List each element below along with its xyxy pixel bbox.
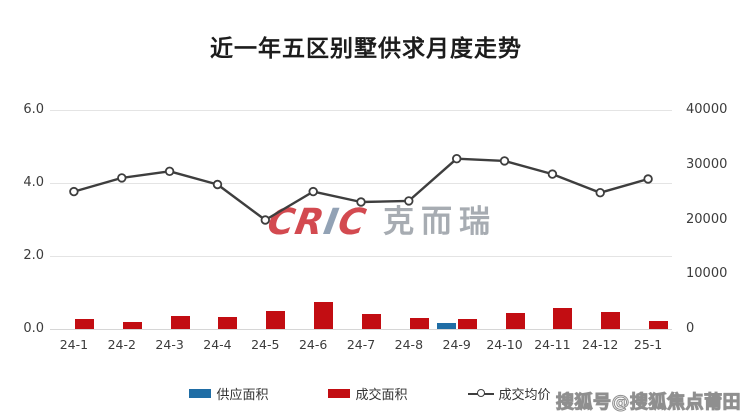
cric-chinese-text: 克而瑞 — [383, 204, 498, 240]
cric-logo-part: C — [335, 202, 370, 243]
x-axis-label: 24-2 — [107, 337, 136, 352]
legend: 供应面积 成交面积 成交均价 — [0, 384, 740, 403]
x-axis-label: 24-9 — [442, 337, 471, 352]
cric-watermark: CRIC 克而瑞 — [264, 202, 498, 243]
price-line-swatch-dot — [476, 389, 485, 397]
deal-swatch-icon — [328, 389, 351, 398]
x-axis-label: 24-10 — [486, 337, 523, 352]
right-axis-tick: 20000 — [686, 211, 728, 227]
price-line-swatch-icon — [467, 389, 494, 398]
legend-label-price: 成交均价 — [498, 388, 551, 403]
deal-bar-24-3 — [170, 315, 190, 329]
deal-bar-24-2 — [122, 322, 142, 329]
x-axis-label: 24-7 — [346, 337, 376, 352]
x-axis-label: 24-1 — [59, 337, 89, 352]
deal-bar-24-8 — [409, 318, 429, 329]
gridline — [50, 328, 672, 330]
left-axis-tick: 6.0 — [23, 102, 44, 117]
gridline — [50, 255, 672, 257]
price-point-24-6 — [308, 186, 318, 197]
price-point-24-12 — [595, 187, 605, 198]
legend-label-deal: 成交面积 — [355, 388, 408, 403]
deal-bar-24-10 — [505, 312, 525, 329]
deal-bar-24-4 — [218, 316, 238, 329]
deal-bar-24-9 — [457, 319, 477, 329]
right-axis-tick: 0 — [686, 321, 695, 336]
right-axis-tick: 30000 — [686, 156, 728, 172]
deal-bar-24-7 — [362, 314, 381, 329]
left-axis-tick: 0.0 — [23, 321, 44, 336]
left-axis-tick: 4.0 — [23, 175, 44, 190]
right-axis-tick: 40000 — [686, 102, 728, 117]
price-point-24-9 — [452, 153, 462, 164]
x-axis-label: 24-6 — [298, 337, 328, 352]
x-axis-label: 25-1 — [633, 337, 663, 352]
x-axis-label: 24-12 — [582, 337, 619, 352]
price-point-24-10 — [499, 156, 510, 166]
left-axis-tick: 2.0 — [23, 248, 44, 263]
deal-bar-24-5 — [266, 310, 286, 329]
deal-bar-24-11 — [553, 307, 573, 329]
x-axis-label: 24-11 — [534, 337, 571, 352]
supply-swatch-icon — [189, 389, 212, 398]
x-axis-label: 24-3 — [155, 337, 184, 352]
deal-bar-24-1 — [74, 319, 94, 329]
cric-logo-part: CR — [264, 202, 328, 243]
legend-label-supply: 供应面积 — [216, 388, 269, 403]
gridline — [50, 182, 672, 184]
legend-item-price: 成交均价 — [467, 384, 551, 403]
price-point-24-3 — [164, 166, 175, 176]
deal-bar-24-6 — [314, 302, 334, 329]
price-point-24-11 — [547, 169, 558, 179]
price-point-24-1 — [69, 186, 79, 197]
price-point-24-2 — [117, 173, 127, 183]
x-axis-label: 24-5 — [251, 337, 280, 352]
chart-title: 近一年五区别墅供求月度走势 — [210, 36, 522, 62]
supply-bar-24-9 — [436, 323, 456, 329]
deal-bar-24-12 — [601, 311, 621, 329]
legend-item-deal: 成交面积 — [328, 384, 408, 403]
gridline — [50, 109, 672, 111]
x-axis-label: 24-4 — [203, 337, 232, 352]
sohu-watermark: 搜狐号@搜狐焦点莆田站 — [556, 392, 740, 414]
cric-logo-text: CRIC — [264, 202, 370, 243]
x-axis-label: 24-8 — [394, 337, 424, 352]
legend-item-supply: 供应面积 — [189, 384, 268, 403]
deal-bar-25-1 — [649, 320, 669, 329]
right-axis-tick: 10000 — [686, 266, 728, 282]
